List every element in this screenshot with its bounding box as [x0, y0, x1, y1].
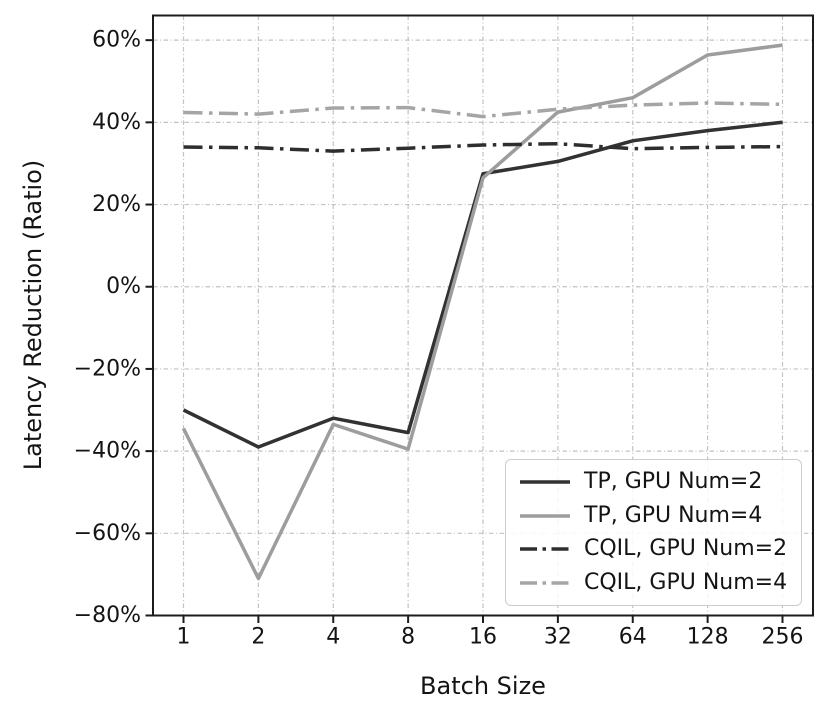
y-tick-label: 60% [92, 28, 141, 53]
y-axis-label: Latency Reduction (Ratio) [19, 159, 47, 471]
legend-line-sample [520, 581, 570, 585]
x-tick-label: 128 [687, 625, 729, 650]
series-line-cqil-gpu-num-2 [183, 141, 783, 153]
legend-label: TP, GPU Num=2 [584, 468, 763, 494]
y-tick-label: −40% [74, 439, 141, 464]
x-tick-label: 4 [326, 625, 340, 650]
series-lines [181, 43, 783, 581]
tick-marks [145, 39, 784, 623]
x-tick-label: 16 [469, 625, 497, 650]
series-line-tp-gpu-num-4 [181, 43, 783, 581]
legend-label: TP, GPU Num=4 [584, 502, 763, 528]
legend: TP, GPU Num=2 TP, GPU Num=4 CQIL, GPU Num=… [505, 459, 802, 606]
x-tick-label: 256 [762, 625, 804, 650]
x-tick-labels: 1 2 4 8 16 32 64 128 256 [177, 625, 804, 650]
legend-line-sample [520, 547, 570, 552]
series-line-tp-gpu-num-2 [182, 120, 783, 449]
legend-item-tp-gpu-num-2: TP, GPU Num=2 [519, 465, 791, 499]
x-tick-label: 1 [177, 625, 191, 650]
y-tick-label: −80% [74, 603, 141, 628]
y-tick-label: −20% [74, 356, 141, 381]
y-tick-label: 20% [92, 192, 141, 217]
x-tick-label: 64 [619, 625, 647, 650]
y-tick-label: 0% [106, 274, 141, 299]
y-tick-label: −60% [74, 521, 141, 546]
x-axis-label: Batch Size [420, 672, 546, 700]
legend-line-sample [520, 480, 570, 484]
legend-item-tp-gpu-num-4: TP, GPU Num=4 [519, 499, 791, 533]
y-tick-label: 40% [92, 110, 141, 135]
legend-item-cqil-gpu-num-2: CQIL, GPU Num=2 [519, 533, 791, 567]
x-tick-label: 32 [544, 625, 572, 650]
legend-label: CQIL, GPU Num=2 [584, 536, 788, 562]
legend-item-cqil-gpu-num-4: CQIL, GPU Num=4 [519, 566, 791, 600]
series-line-cqil-gpu-num-4 [183, 101, 783, 119]
x-tick-label: 2 [251, 625, 265, 650]
x-tick-label: 8 [401, 625, 415, 650]
legend-line-sample [520, 513, 570, 518]
y-tick-labels: 60% 40% 20% 0% −20% −40% −60% −80% [74, 28, 141, 628]
legend-label: CQIL, GPU Num=4 [584, 570, 788, 596]
